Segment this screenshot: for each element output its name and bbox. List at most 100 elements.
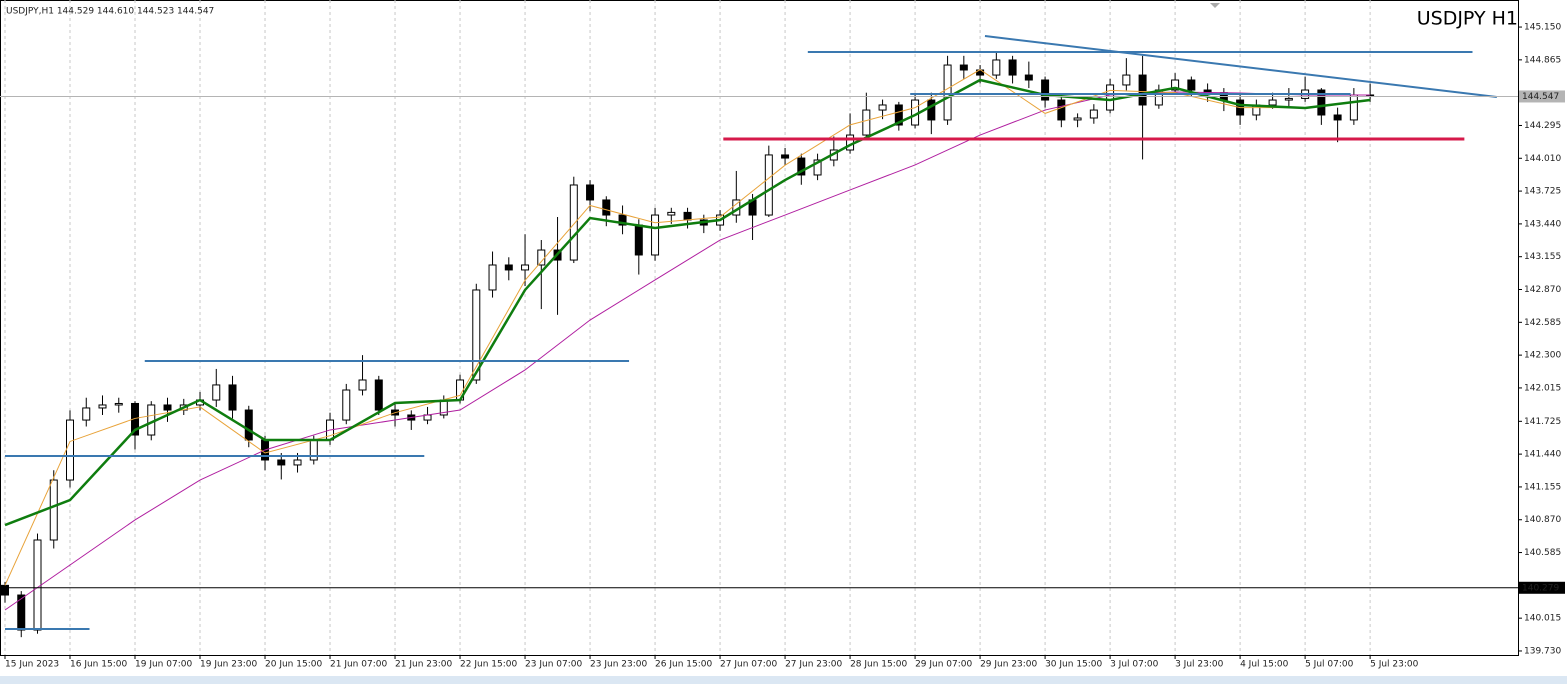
candle-body [537, 249, 546, 266]
candle-body [894, 104, 903, 126]
x-tick-label: 3 Jul 07:00 [1110, 660, 1159, 670]
candle-body [488, 264, 497, 291]
candle-body [927, 99, 936, 121]
chart-header: USDJPY,H1 144.529 144.610 144.523 144.54… [6, 7, 214, 17]
candle-body [1057, 99, 1066, 121]
candle-body [618, 214, 627, 226]
plot-frame [0, 0, 1519, 656]
candle-body [504, 264, 513, 271]
candle-body [992, 59, 1001, 76]
candle-body [33, 539, 42, 631]
candle-body [862, 109, 871, 136]
candle-body [959, 64, 968, 71]
x-tick-label: 29 Jun 23:00 [980, 660, 1037, 670]
x-tick-label: 3 Jul 23:00 [1175, 660, 1224, 670]
y-tick-label: 140.870 [1524, 515, 1561, 525]
candle-body [634, 224, 643, 256]
candle-body [82, 407, 91, 421]
y-tick-label: 141.440 [1524, 450, 1561, 460]
x-tick-label: 26 Jun 15:00 [655, 660, 712, 670]
candle-body [1333, 114, 1342, 121]
y-tick-label: 144.295 [1524, 121, 1561, 131]
candle-body [586, 184, 595, 201]
candle-body [651, 214, 660, 256]
y-tick-label: 139.730 [1524, 646, 1561, 656]
candle-body [1122, 74, 1131, 86]
candle-body [98, 404, 107, 409]
candle-body [813, 159, 822, 176]
price-label: 140.279 [1522, 583, 1559, 593]
candle-body [244, 409, 253, 441]
y-tick-label: 141.725 [1524, 417, 1561, 427]
x-tick-label: 21 Jun 23:00 [395, 660, 452, 670]
candle-body [602, 199, 611, 216]
candle-body [1073, 117, 1082, 121]
moving-average [4, 78, 1371, 527]
candle-body [1187, 79, 1196, 91]
candle-body [212, 384, 221, 401]
candle-body [667, 211, 676, 216]
candle-body [1089, 109, 1098, 119]
candle-body [277, 459, 286, 466]
scrollbar [0, 676, 1567, 684]
candle-body [114, 402, 123, 406]
x-tick-label: 23 Jun 23:00 [590, 660, 647, 670]
x-tick-label: 21 Jun 07:00 [330, 660, 387, 670]
candle-body [49, 479, 58, 541]
candle-body [797, 157, 806, 176]
candle-body [293, 459, 302, 466]
x-tick-label: 5 Jul 23:00 [1370, 660, 1419, 670]
candle-body [781, 154, 790, 159]
y-tick-label: 142.015 [1524, 383, 1561, 393]
y-tick-label: 140.585 [1524, 548, 1561, 558]
x-tick-label: 29 Jun 07:00 [915, 660, 972, 670]
moving-average [4, 69, 1371, 586]
candle-body [683, 211, 692, 221]
x-tick-label: 22 Jun 15:00 [460, 660, 517, 670]
x-tick-label: 15 Jun 2023 [5, 660, 59, 670]
y-tick-label: 144.865 [1524, 55, 1561, 65]
x-tick-label: 19 Jun 07:00 [135, 660, 192, 670]
candle-body [878, 104, 887, 111]
candle-body [1317, 89, 1326, 116]
candle-body [1284, 97, 1293, 101]
x-tick-label: 16 Jun 15:00 [70, 660, 127, 670]
x-tick-label: 30 Jun 15:00 [1045, 660, 1102, 670]
candle-body [228, 384, 237, 411]
candle-body [521, 264, 530, 271]
candle-body [1106, 84, 1115, 111]
y-tick-label: 144.010 [1524, 154, 1561, 164]
x-tick-label: 4 Jul 15:00 [1240, 660, 1289, 670]
y-tick-label: 145.150 [1524, 23, 1561, 33]
x-tick-label: 28 Jun 15:00 [850, 660, 907, 670]
candle-body [374, 379, 383, 411]
chart-title: USDJPY H1 [1417, 8, 1518, 30]
candle-body [1008, 59, 1017, 76]
y-tick-label: 140.015 [1524, 614, 1561, 624]
candle-body [764, 154, 773, 216]
candle-body [1138, 74, 1147, 106]
candle-body [163, 404, 172, 411]
price-label: 144.547 [1522, 92, 1559, 102]
x-tick-label: 27 Jun 07:00 [720, 660, 777, 670]
shift-marker [1210, 3, 1220, 8]
candle-body [1268, 99, 1277, 106]
x-tick-label: 19 Jun 23:00 [200, 660, 257, 670]
price-label-box [1519, 90, 1565, 103]
candle-body [1349, 94, 1358, 121]
candle-body [342, 389, 351, 421]
candle-body [943, 64, 952, 121]
candle-body [358, 379, 367, 391]
candle-body [1171, 79, 1180, 91]
y-tick-label: 142.870 [1524, 285, 1561, 295]
candle-body [1024, 74, 1033, 81]
candle-body [309, 439, 318, 461]
moving-average [4, 91, 1371, 611]
candle-body [17, 594, 26, 631]
candle-body [1041, 79, 1050, 101]
y-tick-label: 142.300 [1524, 351, 1561, 361]
x-tick-label: 23 Jun 07:00 [525, 660, 582, 670]
price-label-box [1519, 581, 1565, 594]
y-tick-label: 143.440 [1524, 219, 1561, 229]
